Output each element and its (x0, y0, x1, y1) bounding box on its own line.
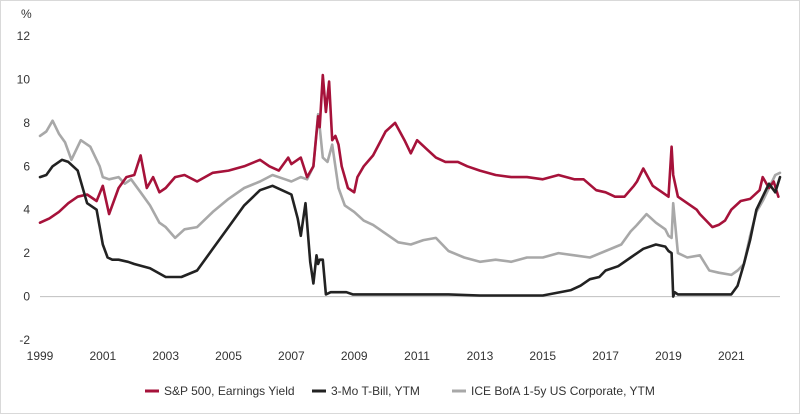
x-tick-label: 2021 (718, 349, 745, 363)
x-tick-label: 2007 (278, 349, 305, 363)
y-axis: 12 10 8 6 4 2 0 -2 (17, 29, 31, 347)
x-tick-label: 2013 (467, 349, 494, 363)
x-tick-label: 2005 (215, 349, 242, 363)
series-line-2 (38, 112, 782, 277)
series-line-0 (38, 73, 780, 229)
y-tick-label: -2 (19, 333, 30, 347)
plot-area (38, 73, 782, 298)
y-tick-label: 12 (17, 29, 31, 43)
x-tick-label: 2011 (404, 349, 430, 363)
y-unit-label: % (21, 7, 32, 21)
series-line-1 (38, 158, 782, 298)
legend-label: 3-Mo T-Bill, YTM (331, 384, 420, 398)
x-tick-label: 2003 (152, 349, 179, 363)
y-tick-label: 8 (23, 116, 30, 130)
x-tick-label: 2017 (592, 349, 619, 363)
x-tick-label: 1999 (27, 349, 54, 363)
y-tick-label: 2 (23, 246, 30, 260)
x-tick-label: 2001 (89, 349, 116, 363)
x-tick-label: 2019 (655, 349, 682, 363)
x-axis: 1999 2001 2003 2005 2007 2009 2011 2013 2015 2017… (27, 296, 780, 363)
x-tick-label: 2009 (341, 349, 368, 363)
x-tick-label: 2015 (529, 349, 556, 363)
y-tick-label: 0 (23, 290, 30, 304)
y-tick-label: 6 (23, 159, 30, 173)
legend: S&P 500, Earnings Yield 3-Mo T-Bill, YTM I… (145, 384, 655, 398)
y-tick-label: 10 (17, 72, 31, 86)
y-tick-label: 4 (23, 203, 30, 217)
legend-label: S&P 500, Earnings Yield (164, 384, 295, 398)
legend-label: ICE BofA 1-5y US Corporate, YTM (471, 384, 655, 398)
